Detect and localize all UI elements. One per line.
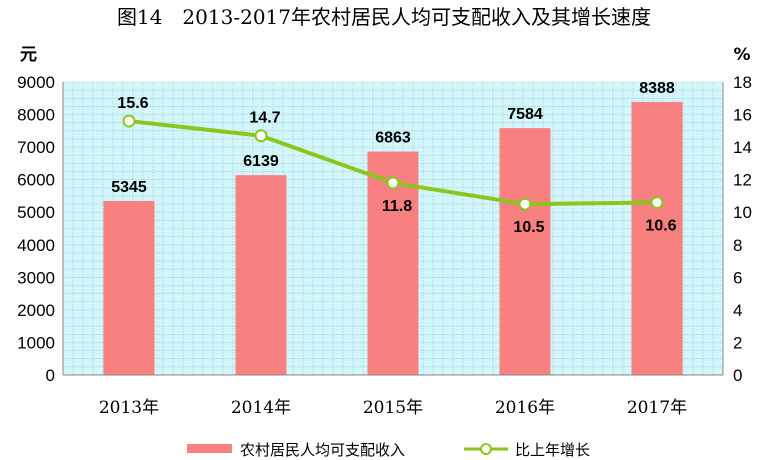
bar-value-label: 5345 [111,179,147,196]
right-axis-unit: % [733,45,750,65]
line-value-label: 15.6 [117,95,148,112]
bar [499,128,551,375]
legend-swatch-marker [480,443,492,455]
chart-title: 图14 2013-2017年农村居民人均可支配收入及其增长速度 [117,5,651,29]
line-value-label: 10.6 [645,217,676,234]
left-axis-tick-label: 9000 [17,73,55,92]
legend-label-line: 比上年增长 [515,441,590,459]
line-series [122,114,664,211]
x-axis-category-label: 2017年 [627,398,687,418]
bar [235,175,287,375]
left-axis-tick-label: 6000 [17,171,55,190]
right-axis-tick-label: 2 [733,333,742,352]
right-axis-tick-label: 4 [733,301,742,320]
left-axis-tick-label: 8000 [17,106,55,125]
line-point [254,129,268,143]
right-axis-tick-label: 8 [733,236,742,255]
x-axis-category-label: 2014年 [231,398,291,418]
left-axis-tick-label: 1000 [17,333,55,352]
x-axis-category-label: 2015年 [363,398,423,418]
x-axis-category-label: 2016年 [495,398,555,418]
right-axis-tick-label: 10 [733,203,752,222]
left-axis-unit: 元 [20,45,37,65]
line-point [122,114,136,128]
bar-value-label: 6139 [243,153,279,170]
right-axis-tick-label: 0 [733,366,742,385]
right-axis-tick-label: 12 [733,171,752,190]
line-point [386,176,400,190]
axes: 9000 18 8000 16 7000 14 6000 12 5000 10 4000 8 3000 6… [17,73,752,418]
legend-swatch-bar [187,444,232,453]
bar [103,200,155,375]
legend-label-bar: 农村居民人均可支配收入 [240,441,405,459]
data-labels: 5345 6139 6863 7584 8388 15.6 14.7 11.8 10.5 10.6 [111,80,676,236]
bar-value-label: 7584 [507,106,543,123]
right-axis-tick-label: 18 [733,73,752,92]
right-axis-tick-label: 16 [733,106,752,125]
line-point [650,195,664,209]
right-axis-tick-label: 14 [733,138,752,157]
bar [631,101,683,375]
line-value-label: 11.8 [382,198,412,215]
right-axis-tick-label: 6 [733,268,742,287]
left-axis-tick-label: 4000 [17,236,55,255]
x-axis-category-label: 2013年 [99,398,159,418]
left-axis-tick-label: 5000 [17,203,55,222]
left-axis-tick-label: 0 [46,366,55,385]
bar-value-label: 6863 [375,130,411,147]
line-value-label: 14.7 [249,110,280,127]
bar-value-label: 8388 [639,80,675,97]
line-value-label: 10.5 [513,219,544,236]
line-point [518,197,532,211]
left-axis-tick-label: 2000 [17,301,55,320]
left-axis-tick-label: 3000 [17,268,55,287]
bar-series [103,101,683,375]
legend: 农村居民人均可支配收入 比上年增长 [187,441,590,459]
left-axis-tick-label: 7000 [17,138,55,157]
